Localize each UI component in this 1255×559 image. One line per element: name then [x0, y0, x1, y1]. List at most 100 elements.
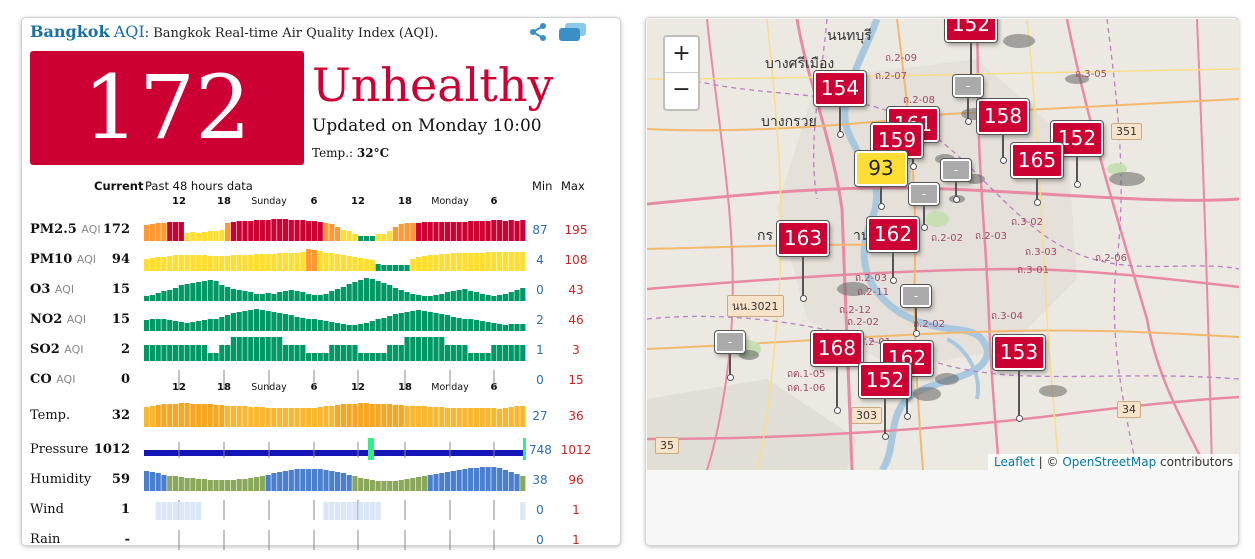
spark-bar [340, 287, 346, 301]
station-aqi-label[interactable]: - [901, 285, 931, 307]
metric-sparkline[interactable] [144, 336, 526, 362]
aqi-map[interactable]: นนทบุรีบางศรีเมืองบางกรวยกรานครนน.3021ถ.… [647, 19, 1239, 470]
osm-link[interactable]: OpenStreetMap [1062, 455, 1157, 469]
leaflet-link[interactable]: Leaflet [994, 455, 1035, 469]
time-axis-label: Monday [431, 196, 469, 207]
station-marker[interactable]: - [901, 285, 931, 337]
spark-bar [392, 481, 399, 491]
metric-sparkline[interactable] [144, 366, 526, 392]
spark-bar [450, 345, 456, 361]
metric-sparkline[interactable] [144, 496, 526, 522]
share-icon[interactable] [528, 22, 548, 46]
metric-sparkline[interactable] [144, 466, 526, 492]
spark-bar [479, 253, 485, 271]
spark-bar [473, 292, 480, 301]
spark-bar [155, 319, 161, 331]
metric-sparkline[interactable] [144, 526, 526, 552]
spark-bar [335, 323, 341, 331]
widget-icon[interactable] [558, 22, 588, 46]
station-aqi-label[interactable]: - [909, 183, 939, 205]
station-marker[interactable]: 168 [811, 331, 863, 414]
station-marker[interactable]: 153 [993, 335, 1045, 422]
station-marker[interactable]: - [715, 331, 745, 381]
station-aqi-label[interactable]: - [941, 159, 971, 181]
spark-bar [508, 292, 514, 301]
station-marker[interactable]: 165 [1011, 143, 1063, 206]
station-marker[interactable]: 158 [977, 99, 1029, 164]
metric-current: 0 [120, 372, 130, 387]
station-aqi-label[interactable]: 152 [945, 19, 997, 42]
station-aqi-label[interactable]: 163 [777, 221, 829, 256]
station-aqi-label[interactable]: 93 [855, 151, 907, 186]
zoom-in-button[interactable]: + [665, 37, 698, 73]
station-marker[interactable]: 152 [859, 363, 911, 440]
station-aqi-label[interactable]: 162 [867, 217, 919, 252]
spark-bar [456, 345, 462, 361]
station-marker[interactable]: - [941, 159, 971, 203]
spark-bar [184, 284, 190, 301]
metric-sparkline[interactable] [144, 276, 526, 302]
spark-bar [259, 254, 265, 271]
spark-bar [230, 255, 237, 271]
spark-bar [149, 319, 155, 331]
spark-bar [265, 220, 271, 241]
aqi-card: Bangkok AQI: Bangkok Real-time Air Quali… [21, 17, 621, 550]
station-aqi-label[interactable]: - [715, 331, 745, 353]
spark-bar [149, 258, 155, 271]
metric-label: CO [30, 372, 52, 387]
zoom-out-button[interactable]: − [672, 77, 691, 102]
spark-bar [416, 295, 422, 301]
marker-dot [999, 157, 1007, 164]
spark-bar [468, 291, 474, 301]
map-place-label: นน.3021 [727, 295, 784, 317]
station-marker[interactable]: 163 [777, 221, 829, 302]
city-link[interactable]: Bangkok [30, 22, 110, 41]
spark-bar [167, 345, 173, 361]
station-aqi-label[interactable]: 154 [814, 71, 866, 106]
spark-bar [491, 467, 497, 491]
station-marker[interactable]: 93 [855, 151, 907, 210]
metric-name: NO2 AQI [30, 312, 86, 327]
metric-max: 36 [568, 409, 584, 423]
spark-bar [520, 324, 526, 331]
spark-bar [155, 473, 161, 491]
spark-bar [190, 345, 196, 361]
min-column-header: Min [532, 179, 553, 193]
station-aqi-label[interactable]: - [953, 75, 983, 97]
metric-current: 172 [102, 222, 130, 237]
metric-sparkline[interactable] [144, 436, 526, 462]
station-marker[interactable]: - [909, 183, 939, 231]
spark-bar [172, 502, 179, 520]
spark-bar [346, 325, 352, 331]
station-aqi-label[interactable]: 158 [977, 99, 1029, 134]
marker-dot [1073, 181, 1081, 188]
spark-bar [491, 345, 497, 361]
temp-value: 32°C [356, 146, 390, 160]
station-aqi-label[interactable]: 168 [811, 331, 863, 366]
spark-bar [468, 468, 474, 491]
spark-bar [514, 474, 520, 491]
station-aqi-label[interactable]: 153 [993, 335, 1045, 370]
spark-bar [462, 222, 468, 241]
marker-stem [970, 42, 972, 80]
station-marker[interactable]: - [953, 75, 983, 125]
station-marker[interactable]: 152 [945, 19, 997, 84]
spark-bar [167, 404, 173, 427]
station-aqi-label[interactable]: 165 [1011, 143, 1063, 178]
metric-sparkline[interactable] [144, 306, 526, 332]
spark-bar [306, 221, 312, 241]
metric-min: 0 [536, 373, 544, 387]
spark-bar [456, 318, 462, 331]
spark-bar [253, 477, 260, 491]
metric-sparkline[interactable] [144, 402, 526, 428]
station-aqi-label[interactable]: 152 [859, 363, 911, 398]
metric-sparkline[interactable] [144, 216, 526, 242]
station-marker[interactable]: 162 [867, 217, 919, 284]
spark-bar [184, 478, 190, 491]
spark-bar [167, 222, 173, 241]
station-marker[interactable]: 154 [814, 71, 866, 138]
spark-bar [167, 256, 173, 271]
metric-sparkline[interactable] [144, 246, 526, 272]
road-shield: 351 [1111, 123, 1142, 140]
spark-bar [219, 317, 225, 331]
